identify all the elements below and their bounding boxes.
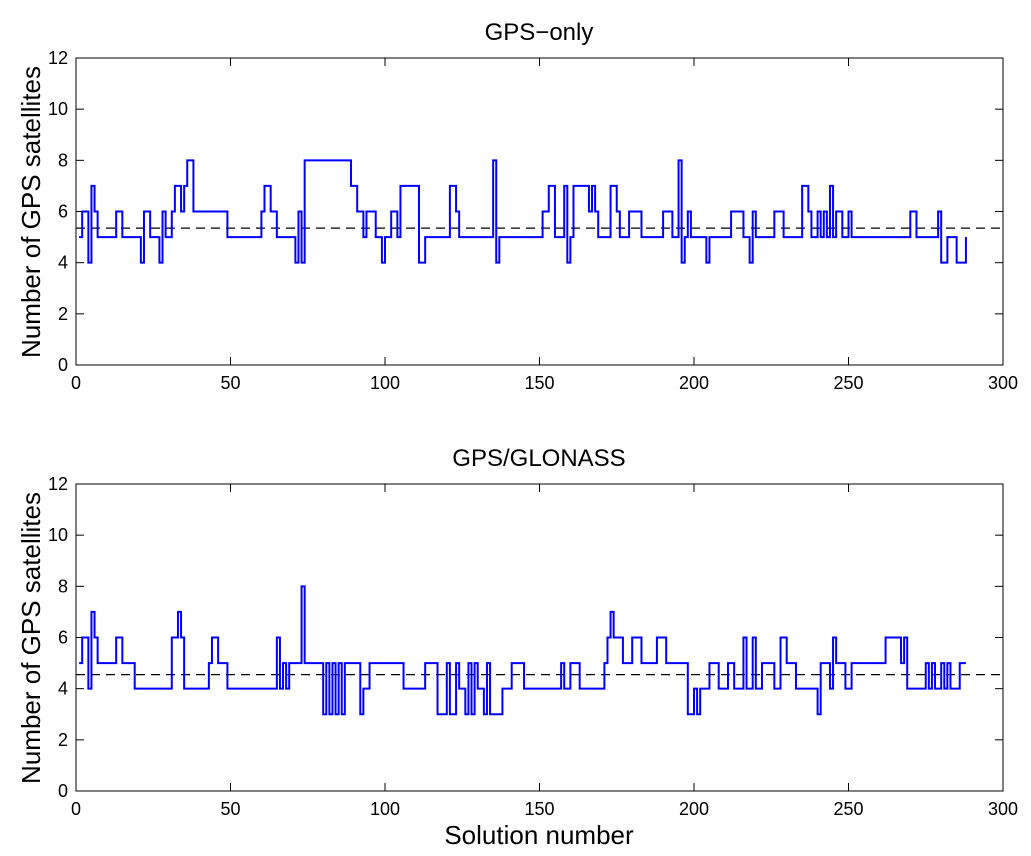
y-tick-label: 10	[48, 99, 68, 119]
x-tick-label: 250	[833, 373, 863, 393]
chart-gps-glonass: GPS/GLONASS Number of GPS satellites Sol…	[16, 445, 1018, 850]
y-tick-label: 12	[48, 48, 68, 68]
y-axis-label: Number of GPS satellites	[16, 492, 46, 784]
x-tick-label: 250	[833, 799, 863, 819]
y-tick-label: 4	[58, 253, 68, 273]
x-tick-label: 300	[988, 799, 1018, 819]
chart-title: GPS−only	[485, 19, 594, 46]
series-step-line	[79, 585, 966, 716]
plot-area: 0 50 100 150 200 250 300 0 2 4 6 8 10 12	[48, 474, 1018, 819]
x-tick-label: 100	[370, 799, 400, 819]
y-tick-label: 6	[58, 202, 68, 222]
y-tick-label: 0	[58, 781, 68, 801]
y-tick-label: 8	[58, 150, 68, 170]
x-axis-label: Solution number	[444, 820, 634, 850]
x-tick-label: 200	[679, 373, 709, 393]
x-tick-label: 50	[220, 799, 240, 819]
y-tick-label: 4	[58, 679, 68, 699]
y-tick-label: 12	[48, 474, 68, 494]
y-tick-label: 0	[58, 355, 68, 375]
chart-title: GPS/GLONASS	[452, 445, 625, 472]
x-tick-label: 0	[71, 373, 81, 393]
y-tick-label: 8	[58, 576, 68, 596]
x-tick-label: 200	[679, 799, 709, 819]
plot-area: 0 50 100 150 200 250 300 0 2 4 6 8 10 12	[48, 48, 1018, 393]
y-tick-label: 10	[48, 525, 68, 545]
x-tick-label: 50	[220, 373, 240, 393]
chart-gps-only: GPS−only Number of GPS satellites 0 50 100…	[16, 19, 1018, 393]
x-tick-label: 100	[370, 373, 400, 393]
x-tick-label: 150	[524, 373, 554, 393]
y-axis-label: Number of GPS satellites	[16, 66, 46, 358]
x-tick-label: 300	[988, 373, 1018, 393]
x-tick-label: 150	[524, 799, 554, 819]
series-step-line	[79, 159, 967, 264]
y-tick-label: 6	[58, 628, 68, 648]
x-tick-label: 0	[71, 799, 81, 819]
y-tick-label: 2	[58, 304, 68, 324]
y-tick-label: 2	[58, 730, 68, 750]
